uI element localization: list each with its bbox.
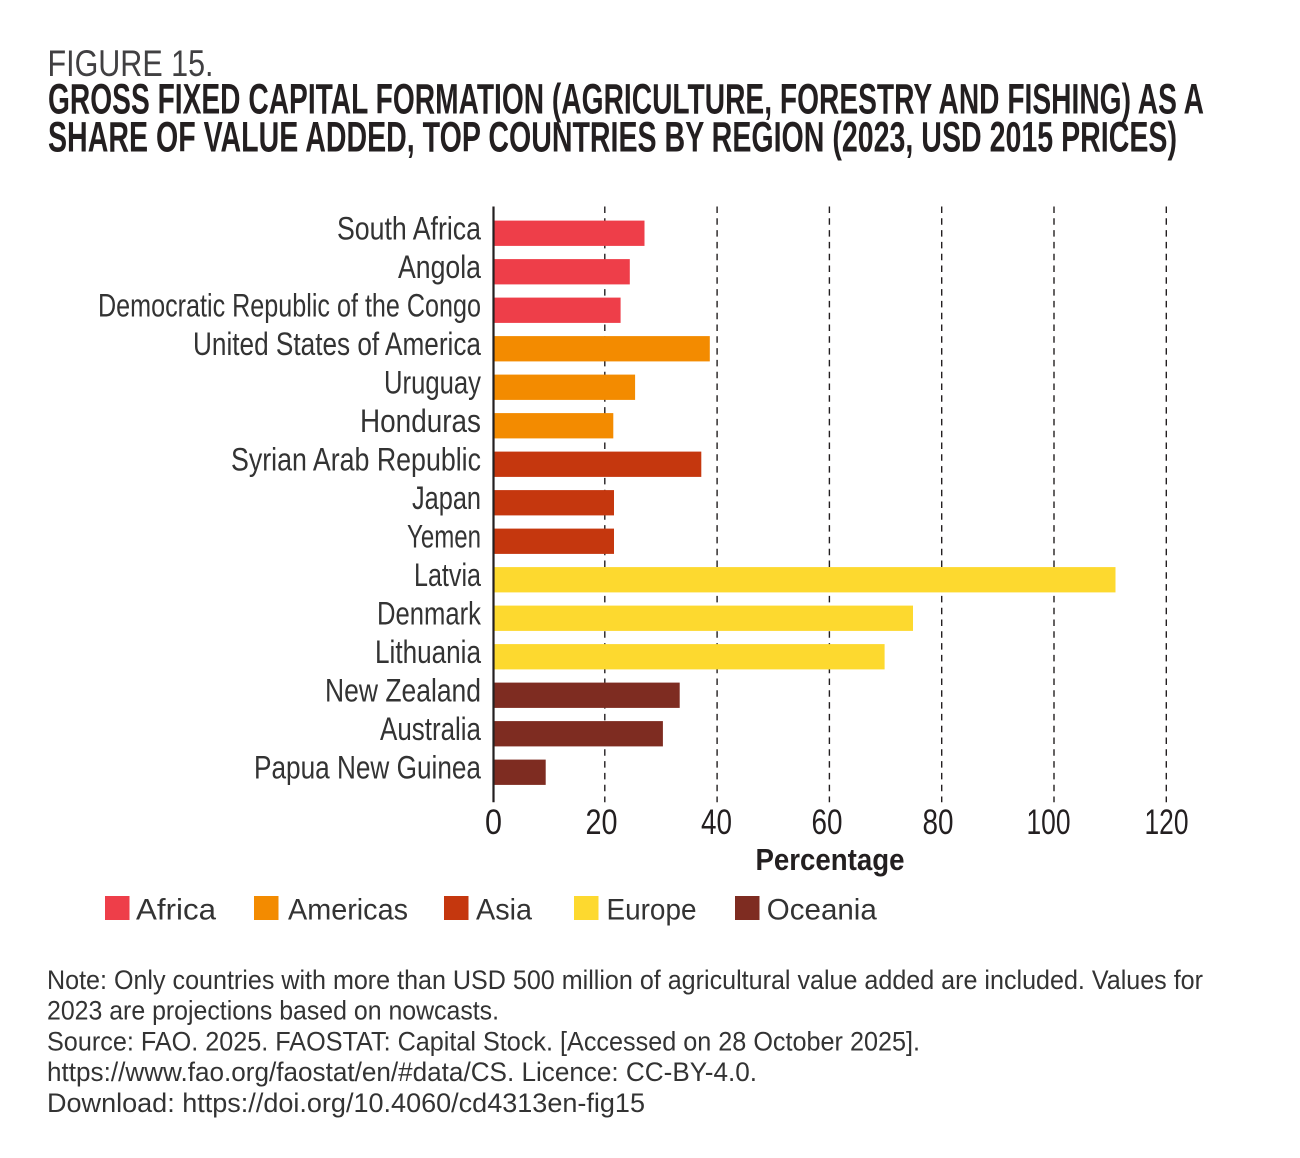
svg-text:SHARE OF VALUE ADDED, TOP COUN: SHARE OF VALUE ADDED, TOP COUNTRIES BY R… — [48, 114, 1177, 162]
svg-text:Papua New Guinea: Papua New Guinea — [254, 749, 482, 785]
svg-text:Asia: Asia — [476, 894, 532, 927]
svg-text:Australia: Australia — [380, 711, 482, 747]
svg-text:Japan: Japan — [412, 480, 481, 516]
svg-text:United States of America: United States of America — [193, 326, 482, 362]
svg-text:80: 80 — [923, 803, 954, 842]
svg-text:Download: https://doi.org/10.4: Download: https://doi.org/10.4060/cd4313… — [47, 1088, 645, 1118]
svg-text:Source: FAO. 2025. FAOSTAT: Ca: Source: FAO. 2025. FAOSTAT: Capital Stoc… — [47, 1026, 920, 1056]
svg-text:Americas: Americas — [288, 894, 408, 927]
svg-text:Note: Only countries with more: Note: Only countries with more than USD … — [47, 965, 1203, 995]
svg-text:Yemen: Yemen — [407, 518, 481, 554]
svg-text:2023 are projections based on: 2023 are projections based on nowcasts. — [47, 996, 499, 1026]
svg-text:40: 40 — [701, 803, 732, 842]
svg-text:FIGURE 15.: FIGURE 15. — [48, 43, 214, 84]
svg-text:20: 20 — [586, 803, 618, 842]
svg-text:Denmark: Denmark — [377, 595, 482, 631]
svg-text:GROSS FIXED CAPITAL FORMATION: GROSS FIXED CAPITAL FORMATION (AGRICULTU… — [48, 76, 1204, 124]
svg-text:Europe: Europe — [607, 894, 697, 927]
svg-text:120: 120 — [1145, 803, 1189, 842]
svg-text:Angola: Angola — [398, 249, 482, 285]
svg-text:Democratic Republic of the Con: Democratic Republic of the Congo — [98, 287, 481, 323]
svg-text:Oceania: Oceania — [767, 894, 877, 927]
svg-text:Africa: Africa — [136, 894, 216, 927]
svg-text:New Zealand: New Zealand — [325, 672, 481, 708]
svg-text:https://www.fao.org/faostat/en: https://www.fao.org/faostat/en/#data/CS.… — [47, 1057, 757, 1087]
svg-text:Lithuania: Lithuania — [375, 634, 482, 670]
svg-text:Latvia: Latvia — [414, 557, 482, 593]
svg-text:Syrian Arab Republic: Syrian Arab Republic — [231, 441, 481, 477]
svg-text:0: 0 — [485, 803, 502, 842]
svg-text:60: 60 — [812, 803, 843, 842]
svg-text:Uruguay: Uruguay — [384, 364, 482, 400]
svg-text:100: 100 — [1027, 803, 1071, 842]
svg-text:Percentage: Percentage — [756, 842, 905, 877]
svg-text:South Africa: South Africa — [337, 210, 482, 246]
svg-text:Honduras: Honduras — [360, 403, 481, 439]
